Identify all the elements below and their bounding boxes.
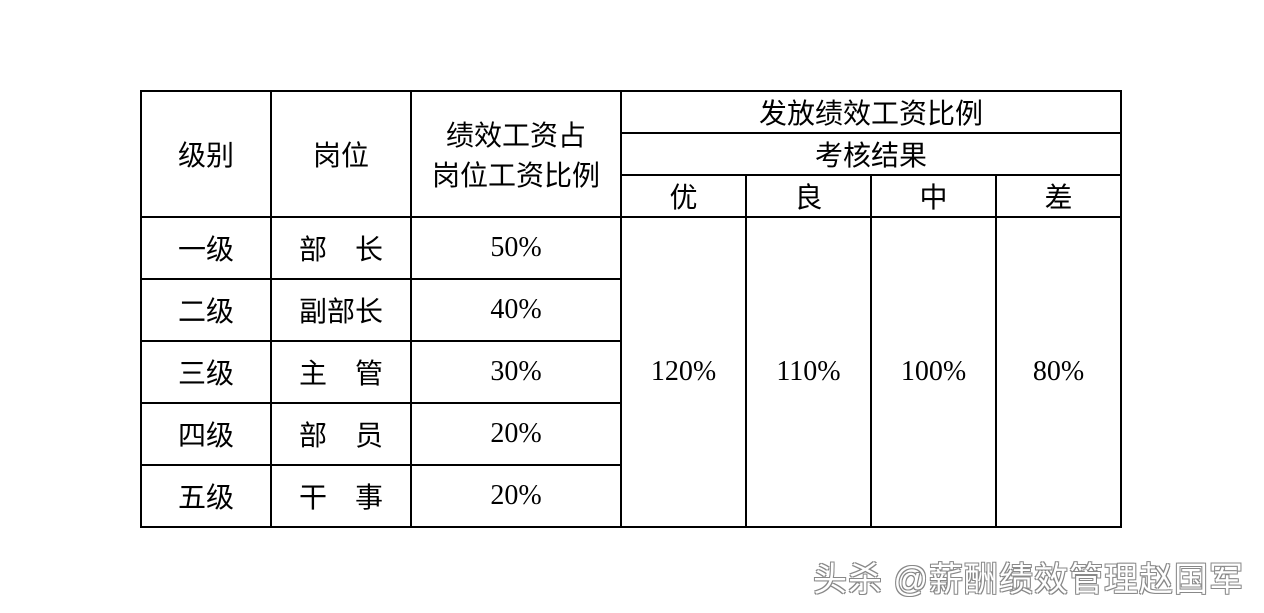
cell-position: 部 长 (271, 217, 411, 279)
cell-position: 干 事 (271, 465, 411, 527)
cell-ratio: 20% (411, 403, 621, 465)
cell-position: 主 管 (271, 341, 411, 403)
header-ratio-line2: 岗位工资比例 (412, 154, 620, 194)
header-grade-poor: 差 (996, 175, 1121, 217)
header-level: 级别 (141, 91, 271, 217)
watermark-text: 头杀 @薪酬绩效管理赵国军 (813, 552, 1244, 601)
cell-ratio: 30% (411, 341, 621, 403)
cell-ratio: 40% (411, 279, 621, 341)
cell-level: 四级 (141, 403, 271, 465)
header-ratio: 绩效工资占 岗位工资比例 (411, 91, 621, 217)
cell-payratio-poor: 80% (996, 217, 1121, 527)
cell-ratio: 50% (411, 217, 621, 279)
cell-ratio: 20% (411, 465, 621, 527)
cell-level: 二级 (141, 279, 271, 341)
header-assess-result: 考核结果 (621, 133, 1121, 175)
cell-level: 三级 (141, 341, 271, 403)
cell-position: 副部长 (271, 279, 411, 341)
header-ratio-line1: 绩效工资占 (412, 114, 620, 154)
header-position: 岗位 (271, 91, 411, 217)
cell-level: 五级 (141, 465, 271, 527)
cell-level: 一级 (141, 217, 271, 279)
header-grade-excellent: 优 (621, 175, 746, 217)
salary-performance-table: 级别 岗位 绩效工资占 岗位工资比例 发放绩效工资比例 考核结果 优 良 中 差… (140, 90, 1122, 528)
cell-payratio-excellent: 120% (621, 217, 746, 527)
cell-position: 部 员 (271, 403, 411, 465)
header-grade-medium: 中 (871, 175, 996, 217)
cell-payratio-good: 110% (746, 217, 871, 527)
header-grade-good: 良 (746, 175, 871, 217)
header-pay-ratio-title: 发放绩效工资比例 (621, 91, 1121, 133)
cell-payratio-medium: 100% (871, 217, 996, 527)
